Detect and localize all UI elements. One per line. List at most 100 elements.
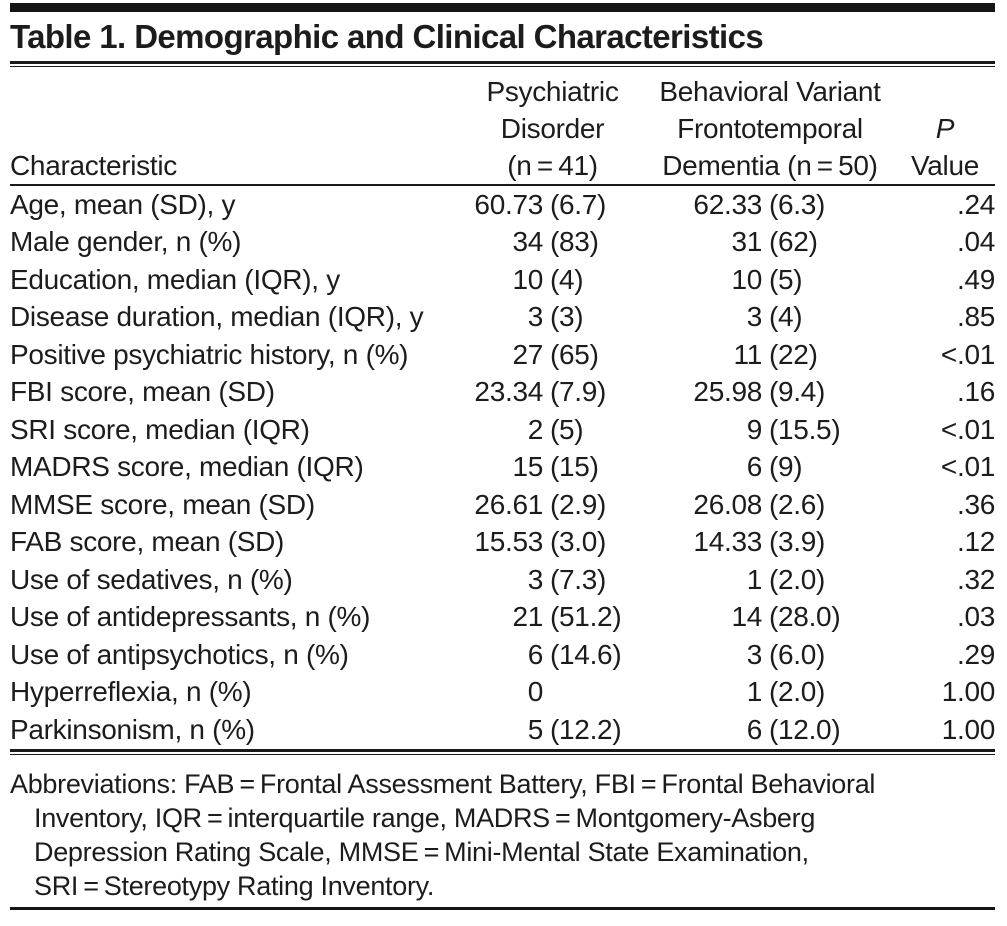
cell-bvftd: 31 (62): [645, 226, 895, 258]
value-parenthetical: (5): [769, 263, 803, 295]
cell-p-value: <.01: [940, 338, 995, 370]
top-heavy-rule: [10, 3, 995, 12]
value-number: 1: [746, 676, 763, 708]
column-header-line: P: [935, 113, 955, 144]
value-number: 60.73: [474, 188, 543, 220]
value-parenthetical: (62): [769, 226, 818, 258]
column-header-p-value: P Value: [895, 73, 995, 184]
value-parenthetical: (6.0): [769, 638, 826, 670]
cell-bvftd: 10 (5): [645, 264, 895, 296]
cell-characteristic: Use of antidepressants, n (%): [10, 601, 371, 633]
cell-bvftd: 25.98 (9.4): [645, 376, 895, 408]
value-number: 25.98: [693, 376, 762, 408]
body-footnote-divider-rule: [10, 748, 995, 755]
value-parenthetical: (2.0): [769, 563, 826, 595]
column-header-characteristic: Characteristic: [10, 73, 460, 184]
table-row: Education, median (IQR), y 10 (4) 10 (5) .49: [10, 261, 995, 299]
value-parenthetical: (5): [550, 413, 584, 445]
column-header-label: Characteristic: [10, 150, 177, 181]
value-parenthetical: (2.0): [769, 676, 826, 708]
cell-p-value: .04: [956, 226, 995, 258]
value-number: 11: [733, 338, 763, 370]
column-header-line: Disorder: [500, 113, 605, 144]
cell-p-value: .36: [956, 488, 995, 520]
table-row: Hyperreflexia, n (%) 0 1 (2.0) 1.00: [10, 674, 995, 712]
table-row: Disease duration, median (IQR), y 3 (3) 3 (4…: [10, 299, 995, 337]
table-row: FBI score, mean (SD) 23.34 (7.9) 25.98 (9.4)…: [10, 374, 995, 412]
column-header-line: Value: [910, 150, 980, 181]
value-parenthetical: (4): [769, 301, 803, 333]
header-divider-rule: [10, 184, 995, 186]
cell-characteristic: MMSE score, mean (SD): [10, 488, 315, 520]
cell-p-value: .32: [956, 563, 995, 595]
footnote-line: SRI = Stereotypy Rating Inventory.: [34, 870, 435, 901]
value-parenthetical: (6.3): [769, 188, 826, 220]
value-number: 3: [746, 301, 763, 333]
value-parenthetical: (9): [769, 451, 803, 483]
value-number: 10: [512, 263, 543, 295]
value-number: 26.08: [693, 488, 762, 520]
cell-bvftd: 14.33 (3.9): [645, 526, 895, 558]
cell-characteristic: Use of antipsychotics, n (%): [10, 638, 349, 670]
column-header-bvftd: Behavioral Variant Frontotemporal Dement…: [645, 73, 895, 184]
cell-characteristic: SRI score, median (IQR): [10, 413, 310, 445]
value-parenthetical: (7.3): [550, 563, 607, 595]
table-row: Use of antidepressants, n (%) 21 (51.2) 14(…: [10, 599, 995, 637]
cell-p-value: .03: [956, 601, 995, 633]
value-number: 3: [527, 563, 544, 595]
cell-psychiatric-disorder: 15.53 (3.0): [460, 526, 645, 558]
cell-psychiatric-disorder: 60.73 (6.7): [460, 189, 645, 221]
value-number: 23.34: [474, 376, 543, 408]
table-row: Age, mean (SD), y 60.73 (6.7) 62.33 (6.3) .24: [10, 186, 995, 224]
cell-characteristic: MADRS score, median (IQR): [10, 451, 364, 483]
cell-psychiatric-disorder: 26.61 (2.9): [460, 489, 645, 521]
cell-bvftd: 62.33 (6.3): [645, 189, 895, 221]
cell-p-value: .24: [956, 188, 995, 220]
cell-p-value: .12: [956, 526, 995, 558]
table-row: FAB score, mean (SD) 15.53 (3.0) 14.33 (3.9)…: [10, 524, 995, 562]
cell-bvftd: 3 (6.0): [645, 639, 895, 671]
value-number: 9: [746, 413, 763, 445]
value-parenthetical: (14.6): [550, 638, 622, 670]
value-parenthetical: (2.6): [769, 488, 826, 520]
cell-psychiatric-disorder: 34 (83): [460, 226, 645, 258]
footnote-line: Depression Rating Scale, MMSE = Mini-Men…: [34, 836, 809, 867]
value-number: 14.33: [693, 526, 762, 558]
value-parenthetical: (65): [550, 338, 599, 370]
table-body: Age, mean (SD), y 60.73 (6.7) 62.33 (6.3) .24…: [10, 186, 995, 749]
value-number: 21: [512, 601, 543, 633]
value-parenthetical: (15): [550, 451, 599, 483]
table-row: Use of antipsychotics, n (%) 6 (14.6) 3 (6.0…: [10, 636, 995, 674]
value-number: 6: [527, 638, 544, 670]
value-number: 10: [731, 263, 762, 295]
cell-psychiatric-disorder: 0: [460, 676, 645, 708]
value-number: 27: [512, 338, 543, 370]
footnote-line: Abbreviations: FAB = Frontal Assessment …: [10, 768, 876, 799]
value-parenthetical: (3.0): [550, 526, 607, 558]
footnote-line: Inventory, IQR = interquartile range, MA…: [34, 802, 816, 833]
cell-characteristic: Hyperreflexia, n (%): [10, 676, 252, 708]
cell-characteristic: Disease duration, median (IQR), y: [10, 301, 424, 333]
value-parenthetical: (12.2): [550, 713, 622, 745]
table-row: Positive psychiatric history, n (%) 27 (65…: [10, 336, 995, 374]
table-row: Male gender, n (%) 34 (83) 31 (62) .04: [10, 224, 995, 262]
cell-bvftd: 9 (15.5): [645, 414, 895, 446]
cell-bvftd: 6 (9): [645, 451, 895, 483]
cell-characteristic: FAB score, mean (SD): [10, 526, 285, 558]
bottom-heavy-rule: [10, 906, 995, 910]
cell-bvftd: 1 (2.0): [645, 564, 895, 596]
cell-bvftd: 14 (28.0): [645, 601, 895, 633]
cell-psychiatric-disorder: 6 (14.6): [460, 639, 645, 671]
cell-bvftd: 26.08 (2.6): [645, 489, 895, 521]
value-number: 2: [527, 413, 544, 445]
value-number: 26.61: [474, 488, 543, 520]
table-row: MADRS score, median (IQR) 15 (15) 6 (9) <.01: [10, 449, 995, 487]
value-number: 5: [527, 713, 544, 745]
table-row: Parkinsonism, n (%) 5 (12.2) 6 (12.0) 1.00: [10, 711, 995, 749]
cell-p-value: <.01: [940, 413, 995, 445]
column-header-psychiatric-disorder: Psychiatric Disorder (n = 41): [460, 73, 645, 184]
value-number: 34: [512, 226, 543, 258]
cell-psychiatric-disorder: 3 (3): [460, 301, 645, 333]
cell-psychiatric-disorder: 3 (7.3): [460, 564, 645, 596]
